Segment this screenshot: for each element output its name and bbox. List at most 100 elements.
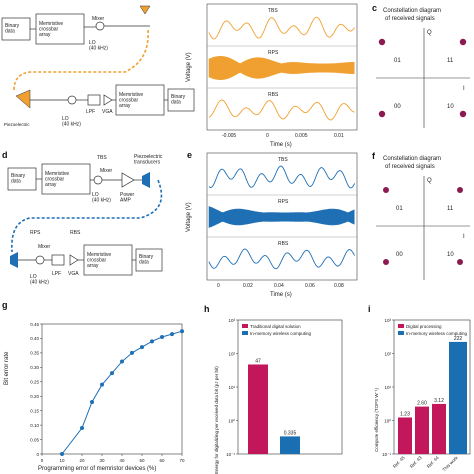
- lo2-label: LO (40 kHz): [62, 116, 81, 128]
- crossbar-box: [35, 13, 85, 45]
- speaker-icon: [139, 5, 151, 15]
- g-data-point: [120, 359, 124, 364]
- panel-i: i 10⁻¹ 10⁰ 10¹ 10² 10³ Digital processing In-m…: [368, 304, 471, 473]
- h-bar-value: 47: [255, 358, 261, 364]
- orange-link: [13, 29, 149, 91]
- e-xtick-4: 0.08: [334, 283, 344, 289]
- c-point-11: [459, 38, 467, 46]
- f-q-label: Q: [427, 178, 432, 184]
- lpf-label: LPF: [86, 109, 95, 115]
- e-tbs-trace: [208, 165, 356, 189]
- g-data-point: [100, 382, 104, 387]
- receiver-icon: [15, 89, 31, 109]
- d-mixer-icon: [93, 175, 103, 185]
- i-category-label: This work: [442, 455, 460, 473]
- panel-b-frame: [206, 3, 358, 131]
- d-pa-label: Power AMP: [120, 192, 135, 204]
- vga-icon: [103, 94, 113, 106]
- c-q11: 11: [447, 58, 454, 64]
- g-ytick-label: 0.15: [30, 408, 39, 413]
- g-data-point: [130, 350, 134, 355]
- binary-data2-label: Binary data: [171, 94, 186, 106]
- c-q-label: Q: [427, 30, 432, 36]
- c-title-2: of received signals: [385, 16, 435, 22]
- panel-c: c Constellation diagram of received sign…: [372, 3, 470, 128]
- g-xtick-label: 60: [159, 458, 165, 463]
- panel-b: TBS RPS RBS Voltage (V) -0.005 0 0.005 0…: [186, 3, 358, 148]
- c-q10: 10: [447, 104, 454, 110]
- b-ylabel: Voltage (V): [186, 52, 192, 82]
- panel-h-label: h: [204, 304, 210, 314]
- c-q00: 00: [394, 104, 401, 110]
- g-data-point: [60, 452, 64, 456]
- g-xlabel: Programming error of memristor devices (…: [38, 466, 156, 472]
- h-bar: [248, 364, 268, 454]
- i-legend-swatch: [398, 331, 404, 335]
- panel-e-label: e: [187, 150, 192, 160]
- panel-g-label: g: [2, 300, 8, 310]
- i-legend-label: In-memory wireless computing: [406, 331, 468, 336]
- g-ytick-label: 0.05: [30, 437, 39, 442]
- g-ylabel: Bit error rate: [4, 351, 10, 385]
- f-point-00: [383, 259, 389, 265]
- h-legend-label: In-memory wireless computing: [250, 331, 312, 336]
- d-mixer2-label: Mixer: [38, 244, 51, 250]
- e-xtick-0: 0: [217, 283, 220, 289]
- h-chart: 10⁻¹ 10⁰ 10¹ 10² 10³ Traditional digital solu…: [226, 318, 343, 457]
- d-binary-label: Binary data: [11, 173, 26, 185]
- power-amp-icon: [121, 172, 135, 188]
- h-ytick-label: 10¹: [228, 385, 235, 390]
- f-point-11: [457, 187, 463, 193]
- g-plot-frame: [41, 323, 183, 455]
- e-xtick-1: 0.02: [243, 283, 253, 289]
- h-ylabel: Energy for digitalizing per received dat…: [214, 366, 219, 474]
- i-bar: [415, 406, 429, 454]
- crossbar2-box: [115, 84, 165, 116]
- f-title-2: of received signals: [385, 164, 435, 170]
- d-speaker-icon: [142, 172, 150, 188]
- d-crossbar-label: Memristive crossbar array: [45, 171, 69, 188]
- f-q00: 00: [396, 252, 403, 258]
- crossbar2-label: Memristive crossbar array: [119, 92, 143, 109]
- d-piezo-label: Piezoelectric transducers: [134, 154, 163, 166]
- g-xtick-label: 0: [41, 458, 44, 463]
- g-xtick-label: 40: [119, 458, 125, 463]
- panel-i-label: i: [368, 304, 371, 314]
- piezo-label: Piezoelectric: [4, 122, 30, 127]
- d-lpf-label: LPF: [52, 271, 61, 277]
- g-data-point: [90, 400, 94, 404]
- g-data-point: [150, 339, 154, 344]
- g-ytick-label: 0: [36, 452, 39, 457]
- b-xtick-2: 0.005: [295, 133, 308, 139]
- d-mixer-label: Mixer: [100, 168, 113, 174]
- i-category-label: Ref. 43: [409, 455, 423, 469]
- f-point-10: [457, 259, 463, 265]
- d-lo-label: LO (40 kHz): [92, 192, 111, 204]
- e-rps-trace: [208, 206, 355, 228]
- i-ytick-label: 10⁻¹: [382, 452, 391, 457]
- d-crossbar-box: [41, 163, 91, 195]
- b-rbs-label: RBS: [268, 92, 279, 98]
- e-tbs-label: TBS: [278, 157, 288, 163]
- f-i-label: I: [463, 234, 465, 240]
- c-point-00: [378, 110, 386, 118]
- h-ytick-label: 10²: [228, 351, 235, 356]
- g-xtick-label: 50: [139, 458, 145, 463]
- g-ytick-label: 0.40: [30, 336, 39, 341]
- c-point-01: [378, 38, 386, 46]
- panel-c-label: c: [372, 3, 377, 13]
- panel-g: g 00.050.100.150.200.250.300.350.400.450…: [2, 300, 185, 472]
- i-ytick-label: 10³: [384, 318, 391, 323]
- d-lo2-label: LO (40 kHz): [30, 274, 49, 286]
- d-vga-icon: [69, 254, 79, 266]
- d-lpf-box: [51, 254, 65, 266]
- d-vga-label: VGA: [68, 271, 79, 277]
- c-i-label: I: [463, 86, 465, 92]
- i-ylabel: Compute efficiency (TOPS W⁻¹): [374, 388, 379, 452]
- d-receiver-icon: [10, 252, 18, 268]
- c-point-10: [459, 110, 467, 118]
- g-ytick-label: 0.45: [30, 322, 39, 327]
- mixer-icon: [95, 21, 105, 31]
- e-ylabel: Voltage (V): [186, 202, 192, 232]
- i-bar: [398, 417, 412, 454]
